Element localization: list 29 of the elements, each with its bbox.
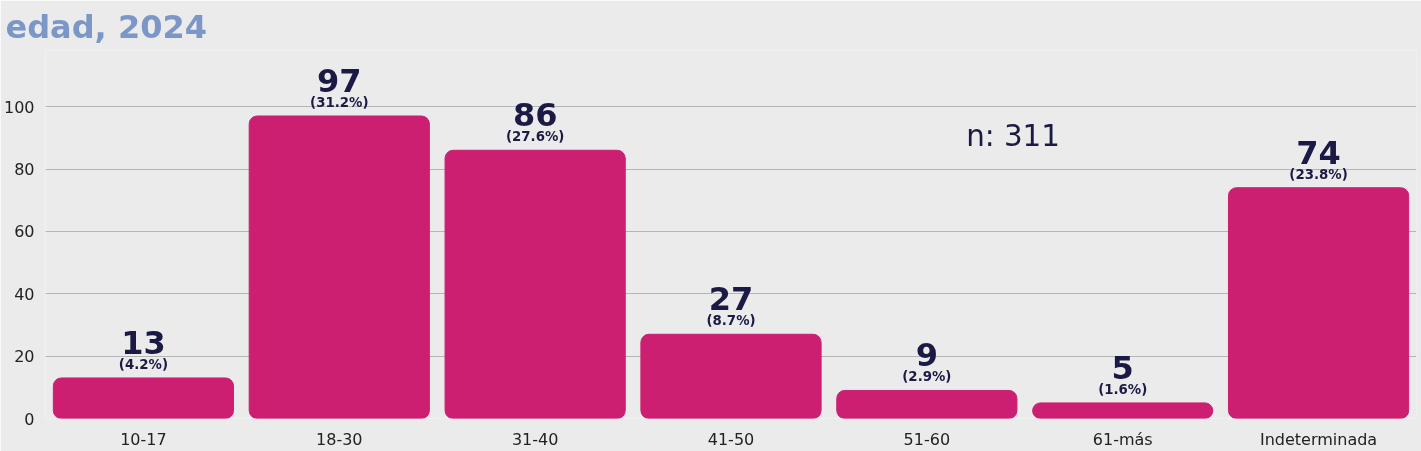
x-tick-label: 61-más bbox=[1092, 429, 1153, 449]
x-tick-label: 10-17 bbox=[120, 429, 167, 449]
bar bbox=[1032, 402, 1214, 419]
bar bbox=[836, 389, 1018, 419]
bar bbox=[52, 377, 235, 419]
y-tick-label: 40 bbox=[14, 284, 35, 304]
data-label: 27 (8.7%) bbox=[706, 280, 756, 329]
data-label: 5 (1.6%) bbox=[1098, 348, 1148, 397]
data-label: 13 (4.2%) bbox=[118, 323, 169, 372]
y-tick-label: 100 bbox=[3, 97, 35, 117]
data-label: 74 (23.8%) bbox=[1289, 133, 1348, 182]
chart-title: edad, 2024 bbox=[5, 7, 207, 46]
y-tick-label: 20 bbox=[14, 347, 35, 367]
bar bbox=[1227, 187, 1410, 419]
y-tick-label: 60 bbox=[14, 222, 35, 242]
x-tick-label: 18-30 bbox=[316, 429, 363, 449]
x-tick-label: 51-60 bbox=[903, 429, 951, 449]
data-label: 97 (31.2%) bbox=[310, 61, 369, 110]
x-tick-label: Indeterminada bbox=[1259, 429, 1378, 449]
x-tick-label: 41-50 bbox=[707, 429, 755, 449]
data-label: 86 (27.6%) bbox=[505, 96, 565, 145]
data-label: 9 (2.9%) bbox=[902, 336, 952, 385]
annotation: n: 311 bbox=[966, 119, 1060, 154]
bar bbox=[444, 149, 626, 419]
bar bbox=[640, 333, 822, 419]
x-tick-label: 31-40 bbox=[511, 429, 559, 449]
y-tick-label: 80 bbox=[14, 160, 35, 180]
bar bbox=[248, 115, 430, 419]
y-tick-label: 0 bbox=[24, 409, 35, 429]
